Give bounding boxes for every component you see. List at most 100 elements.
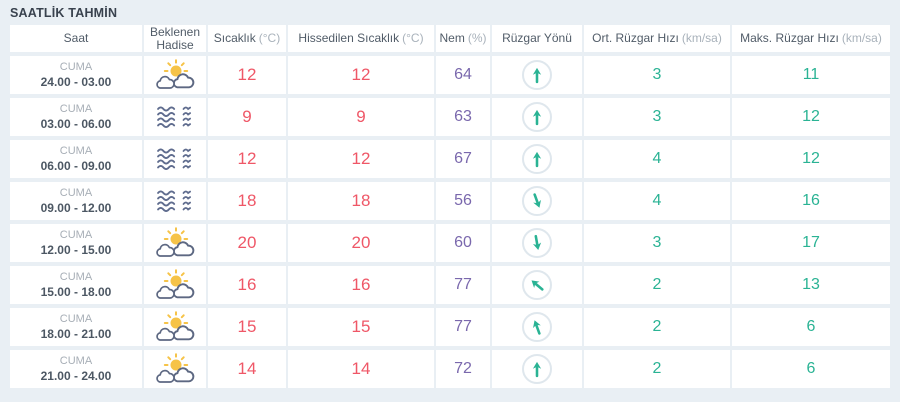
column-header-0: Saat [10, 25, 142, 53]
humidity-value: 64 [454, 66, 472, 84]
avg-wind-speed-value: 2 [652, 276, 662, 294]
feels-like-value: 9 [356, 107, 366, 127]
wind-direction-cell [492, 182, 582, 221]
humidity-cell: 77 [436, 266, 490, 305]
wind-direction-cell [492, 308, 582, 347]
max-wind-speed-cell: 12 [732, 140, 890, 179]
day-label: CUMA [59, 228, 93, 241]
feels-like-value: 18 [351, 191, 371, 211]
temperature-value: 9 [242, 107, 252, 127]
avg-wind-speed-cell: 2 [584, 308, 730, 347]
weather-icon-cell [144, 182, 206, 221]
table-header: Saat Beklenen Hadise Sıcaklık (°C) Hissedile… [10, 25, 890, 53]
wind-direction-circle [522, 270, 552, 301]
feels-like-cell: 9 [288, 98, 434, 137]
time-cell: CUMA 21.00 - 24.00 [10, 350, 142, 389]
wind-direction-cell [492, 224, 582, 263]
feels-like-cell: 20 [288, 224, 434, 263]
partly-sunny-icon [156, 311, 195, 342]
column-label: Nem [439, 31, 465, 46]
humidity-cell: 67 [436, 140, 490, 179]
page-title: SAATLİK TAHMİN [10, 6, 118, 20]
partly-sunny-icon [156, 227, 195, 258]
forecast-table: Saat Beklenen Hadise Sıcaklık (°C) Hissedile… [8, 21, 892, 392]
wind-direction-cell [492, 266, 582, 305]
wind-direction-arrow-icon [531, 280, 544, 291]
day-label: CUMA [59, 102, 93, 115]
column-unit: (°C) [402, 31, 424, 46]
humidity-cell: 77 [436, 308, 490, 347]
avg-wind-speed-cell: 4 [584, 140, 730, 179]
humidity-value: 72 [454, 360, 472, 378]
max-wind-speed-value: 12 [802, 150, 820, 168]
humidity-cell: 60 [436, 224, 490, 263]
time-range-label: 21.00 - 24.00 [40, 368, 112, 383]
max-wind-speed-value: 11 [802, 66, 820, 84]
feels-like-value: 20 [351, 233, 371, 253]
time-cell: CUMA 15.00 - 18.00 [10, 266, 142, 305]
day-label: CUMA [59, 60, 93, 73]
column-unit: (km/sa) [681, 31, 722, 46]
temperature-value: 18 [237, 191, 257, 211]
partly-sunny-icon [156, 59, 195, 90]
partly-sunny-icon [156, 353, 195, 384]
column-header-5: Rüzgar Yönü [492, 25, 582, 53]
table-row: CUMA 18.00 - 21.00 15 15 77 2 6 [10, 308, 890, 347]
wind-direction-circle [522, 228, 552, 259]
weather-icon-cell [144, 56, 206, 95]
table-row: CUMA 09.00 - 12.00 18 18 56 4 16 [10, 182, 890, 221]
temperature-cell: 16 [208, 266, 286, 305]
feels-like-value: 12 [351, 149, 371, 169]
time-cell: CUMA 09.00 - 12.00 [10, 182, 142, 221]
weather-icon-cell [144, 350, 206, 389]
max-wind-speed-cell: 6 [732, 350, 890, 389]
humidity-cell: 72 [436, 350, 490, 389]
day-label: CUMA [59, 354, 93, 367]
avg-wind-speed-cell: 3 [584, 98, 730, 137]
avg-wind-speed-value: 2 [652, 360, 662, 378]
column-label: Rüzgar Yönü [502, 31, 572, 46]
avg-wind-speed-value: 3 [652, 234, 662, 252]
feels-like-cell: 18 [288, 182, 434, 221]
avg-wind-speed-cell: 4 [584, 182, 730, 221]
column-label: Saat [63, 31, 89, 46]
wind-direction-cell [492, 98, 582, 137]
time-range-label: 06.00 - 09.00 [40, 158, 112, 173]
wind-direction-circle [522, 186, 552, 217]
avg-wind-speed-value: 4 [652, 192, 662, 210]
temperature-cell: 14 [208, 350, 286, 389]
avg-wind-speed-value: 2 [652, 318, 662, 336]
temperature-cell: 18 [208, 182, 286, 221]
weather-icon-cell [144, 140, 206, 179]
weather-icon-cell [144, 98, 206, 137]
temperature-cell: 20 [208, 224, 286, 263]
humidity-value: 60 [454, 234, 472, 252]
day-label: CUMA [59, 270, 93, 283]
time-range-label: 15.00 - 18.00 [40, 284, 112, 299]
max-wind-speed-cell: 12 [732, 98, 890, 137]
time-cell: CUMA 24.00 - 03.00 [10, 56, 142, 95]
wind-direction-arrow-icon [532, 68, 542, 84]
temperature-value: 20 [237, 233, 257, 253]
temperature-cell: 15 [208, 308, 286, 347]
table-row: CUMA 12.00 - 15.00 20 20 60 3 17 [10, 224, 890, 263]
wind-direction-circle [522, 60, 552, 91]
humidity-value: 67 [454, 150, 472, 168]
max-wind-speed-cell: 13 [732, 266, 890, 305]
wind-direction-cell [492, 56, 582, 95]
max-wind-speed-value: 12 [802, 108, 820, 126]
time-cell: CUMA 18.00 - 21.00 [10, 308, 142, 347]
day-label: CUMA [59, 144, 93, 157]
column-unit: (km/sa) [841, 31, 882, 46]
table-row: CUMA 21.00 - 24.00 14 14 72 2 6 [10, 350, 890, 389]
max-wind-speed-cell: 17 [732, 224, 890, 263]
feels-like-value: 15 [351, 317, 371, 337]
time-cell: CUMA 03.00 - 06.00 [10, 98, 142, 137]
fog-icon [157, 190, 191, 213]
max-wind-speed-value: 17 [802, 234, 820, 252]
weather-icon-cell [144, 308, 206, 347]
feels-like-value: 16 [351, 275, 371, 295]
table-body: CUMA 24.00 - 03.00 12 12 64 3 11 CUMA 03.00 - … [10, 56, 890, 389]
avg-wind-speed-value: 3 [652, 108, 662, 126]
humidity-value: 77 [454, 276, 472, 294]
